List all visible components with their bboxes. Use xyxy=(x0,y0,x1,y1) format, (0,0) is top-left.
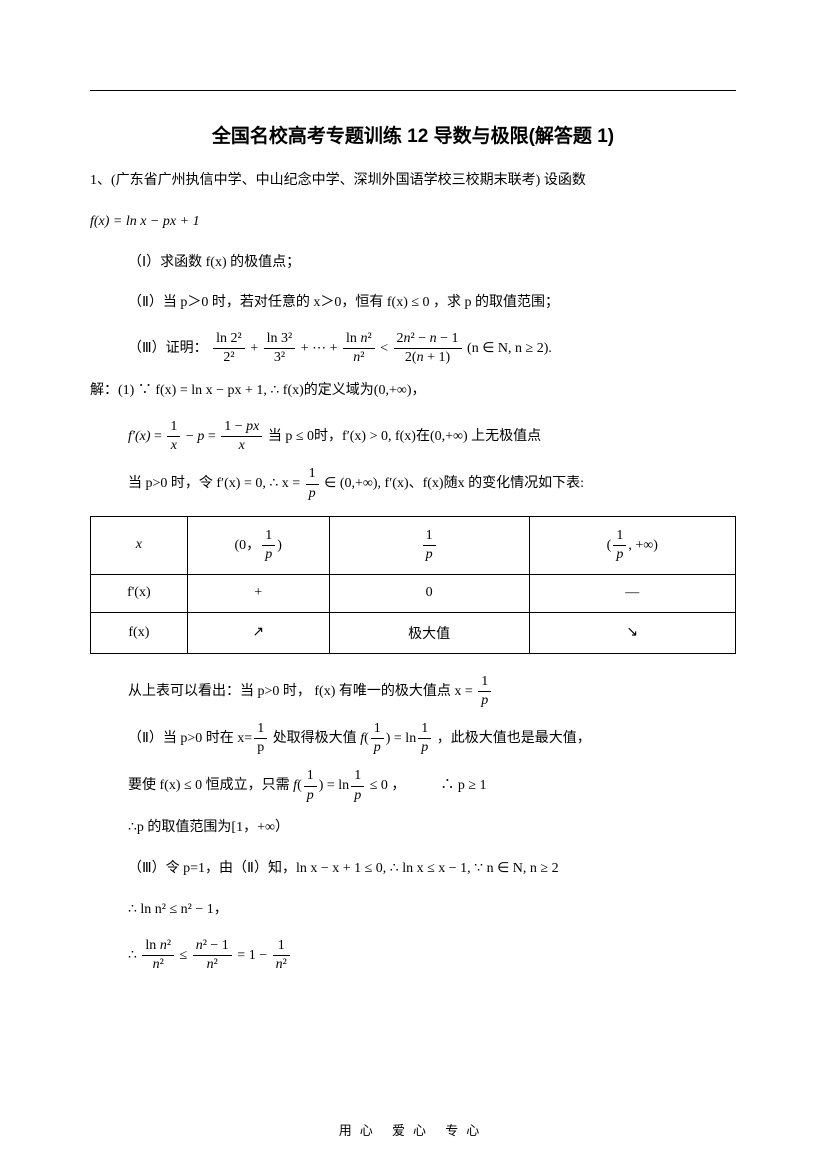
page-footer: 用心 爱心 专心 xyxy=(0,1120,826,1139)
frac: ln 3²3² xyxy=(264,330,296,367)
table-cell: + xyxy=(187,574,329,612)
func-text: f(x) = ln x − px + 1 xyxy=(90,214,200,229)
document-title: 全国名校高考专题训练 12 导数与极限(解答题 1) xyxy=(90,121,736,148)
table-cell: 0 xyxy=(329,574,529,612)
function-def: f(x) = ln x − px + 1 xyxy=(90,207,736,238)
table-cell: f'(x) xyxy=(91,574,188,612)
table-cell: (0，1p) xyxy=(187,516,329,574)
table-row: f'(x) + 0 — xyxy=(91,574,736,612)
solution-1c: 当 p>0 时，令 f′(x) = 0, ∴ x = 1p ∈ (0,+∞), … xyxy=(90,464,736,503)
solution-3a: （Ⅲ）令 p=1，由（Ⅱ）知，ln x − x + 1 ≤ 0, ∴ ln x … xyxy=(90,854,736,885)
top-divider xyxy=(90,90,736,91)
solution-1a: 解：(1) ∵ f(x) = ln x − px + 1, ∴ f(x)的定义域… xyxy=(90,376,736,407)
frac: ln 2²2² xyxy=(213,330,245,367)
part-2: （Ⅱ）当 p＞0 时，若对任意的 x＞0，恒有 f(x) ≤ 0 ，求 p 的取… xyxy=(90,288,736,319)
solution-3c: ∴ ln n²n² ≤ n² − 1n² = 1 − 1n² xyxy=(90,936,736,975)
table-cell: ↗ xyxy=(187,612,329,653)
table-cell: 极大值 xyxy=(329,612,529,653)
question-intro: 1、(广东省广州执信中学、中山纪念中学、深圳外国语学校三校期末联考) 设函数 xyxy=(90,166,736,197)
table-cell: (1p, +∞) xyxy=(529,516,735,574)
table-row: f(x) ↗ 极大值 ↘ xyxy=(91,612,736,653)
solution-2a: （Ⅱ）当 p>0 时在 x=1p 处取得极大值 f(1p) = ln1p ，此极… xyxy=(90,719,736,758)
part-1: （Ⅰ）求函数 f(x) 的极值点； xyxy=(90,248,736,279)
solution-2b: 要使 f(x) ≤ 0 恒成立，只需 f(1p) = ln1p ≤ 0 ， ∴ … xyxy=(90,766,736,805)
table-cell: 1p xyxy=(329,516,529,574)
frac: ln n²n² xyxy=(343,330,375,367)
solution-1b: f′(x) = 1x − p = 1 − pxx 当 p ≤ 0时，f′(x) … xyxy=(90,417,736,456)
table-row: x (0，1p) 1p (1p, +∞) xyxy=(91,516,736,574)
analysis-table: x (0，1p) 1p (1p, +∞) f'(x) + 0 — f(x) ↗ … xyxy=(90,516,736,654)
table-cell: x xyxy=(91,516,188,574)
solution-2c: ∴p 的取值范围为[1，+∞） xyxy=(90,813,736,844)
table-cell: f(x) xyxy=(91,612,188,653)
solution-3b: ∴ ln n² ≤ n² − 1， xyxy=(90,895,736,926)
table-cell: ↘ xyxy=(529,612,735,653)
frac: 2n² − n − 12(n + 1) xyxy=(394,330,462,367)
part-3: （Ⅲ）证明： ln 2²2² + ln 3²3² + ⋯ + ln n²n² <… xyxy=(90,329,736,368)
solution-1d: 从上表可以看出：当 p>0 时， f(x) 有唯一的极大值点 x = 1p xyxy=(90,672,736,711)
table-cell: — xyxy=(529,574,735,612)
